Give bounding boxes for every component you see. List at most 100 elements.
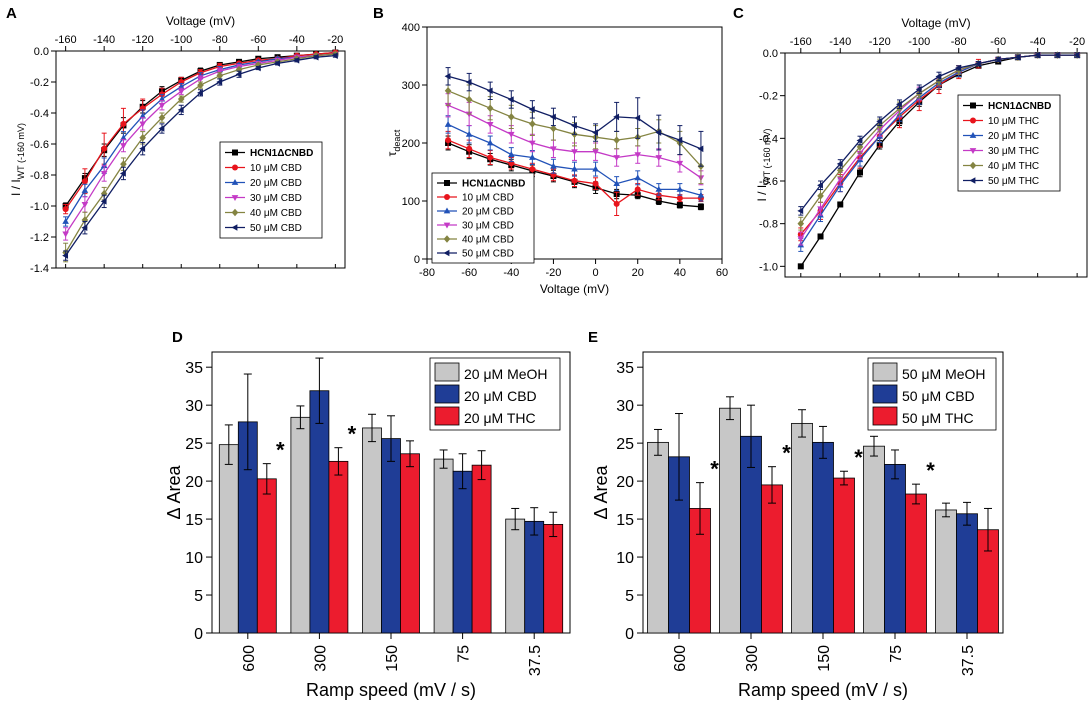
x-tick-label: -40 [503, 267, 519, 279]
data-point [100, 198, 107, 205]
data-point [797, 219, 805, 228]
data-point [486, 87, 493, 95]
x-tick-label: 37.5 [527, 645, 544, 676]
data-point [119, 170, 126, 177]
y-tick-label: 100 [402, 196, 420, 208]
y-tick-label: 30 [616, 398, 634, 415]
data-point [62, 218, 69, 224]
data-point [1053, 51, 1060, 59]
data-point [100, 171, 108, 177]
data-point [1034, 51, 1041, 59]
data-point [529, 154, 536, 160]
bar [362, 427, 382, 634]
x-axis-title: Ramp speed (mV / s) [306, 680, 476, 700]
data-point [1014, 53, 1021, 61]
y-tick-label: 25 [185, 436, 203, 453]
data-point [974, 60, 981, 67]
legend-marker [444, 180, 450, 186]
legend-label: 20 μM CBD [464, 388, 537, 404]
data-point [935, 73, 942, 80]
legend-label: 50 μM CBD [462, 249, 514, 260]
legend-label: 50 μM CBD [250, 223, 302, 234]
x-axis-title: Ramp speed (mV / s) [738, 680, 908, 700]
y-tick-label: -1.0 [759, 261, 778, 273]
y-tick-label: 5 [625, 588, 634, 605]
legend-label: 20 μM THC [988, 131, 1039, 142]
legend-marker [443, 207, 451, 214]
legend-marker [232, 164, 238, 171]
data-point [465, 78, 472, 86]
x-tick-label: 75 [456, 645, 473, 663]
data-point [139, 134, 146, 142]
data-point [177, 95, 185, 103]
data-point [994, 56, 1001, 63]
data-point [676, 136, 683, 144]
panel-letter-b: B [373, 5, 384, 22]
significance-star: * [348, 422, 357, 447]
x-tick-label: -20 [327, 34, 343, 46]
data-point [100, 162, 108, 169]
bar [309, 390, 330, 634]
data-point [550, 124, 557, 133]
bar [524, 520, 545, 634]
bar [452, 470, 473, 634]
data-point [507, 113, 515, 121]
data-point [139, 145, 146, 152]
bar [956, 513, 978, 634]
data-point [101, 145, 108, 152]
data-point [254, 64, 261, 72]
y-tick-label: 20 [616, 474, 634, 491]
data-point [486, 104, 494, 112]
panel-a: -160 -140 -120 -100 -80 -60 -40 -20 0.0 -0.2 -0.4 -… [9, 14, 346, 275]
data-point [571, 149, 578, 156]
legend-label: 40 μM CBD [250, 208, 302, 219]
data-point [655, 155, 663, 161]
x-tick-label: 150 [384, 645, 401, 672]
data-point [197, 89, 203, 97]
bar [791, 422, 813, 634]
data-point [216, 72, 224, 80]
data-point [836, 160, 843, 168]
data-point [465, 95, 473, 104]
bar [433, 458, 454, 634]
y-tick-label: 25 [616, 436, 634, 453]
x-tick-label: -100 [908, 36, 930, 48]
data-point [817, 206, 824, 213]
legend-marker [969, 177, 976, 184]
y-axis-title: τdeact [385, 129, 402, 156]
data-point [634, 114, 641, 122]
data-point [676, 195, 683, 202]
data-point [139, 121, 146, 128]
x-tick-label: -60 [250, 34, 266, 46]
legend-marker [443, 222, 451, 229]
legend-box [219, 141, 323, 239]
y-tick-label: 15 [616, 512, 634, 529]
data-point [216, 68, 224, 75]
data-point [177, 106, 184, 114]
legend-label: 10 μM CBD [250, 163, 302, 174]
y-tick-label: 200 [402, 138, 420, 150]
bar [935, 509, 957, 634]
data-point [876, 117, 883, 125]
data-point [836, 176, 844, 183]
legend-swatch [872, 362, 898, 382]
data-point [676, 160, 684, 167]
legend-marker [231, 208, 239, 217]
x-tick-label: 300 [312, 645, 329, 672]
bar [884, 463, 906, 634]
data-point [797, 236, 805, 243]
legend-swatch [872, 384, 898, 404]
data-point [197, 81, 204, 89]
x-tick-label: -60 [990, 36, 1006, 48]
x-tick-label: 150 [816, 645, 833, 672]
x-tick-label: 40 [674, 267, 686, 279]
x-axis-title: Voltage (mV) [540, 282, 609, 296]
legend-label: 20 μM MeOH [464, 366, 548, 382]
legend-marker [969, 132, 977, 138]
x-tick-label: -80 [951, 36, 967, 48]
data-point [549, 113, 556, 121]
data-point [915, 85, 922, 93]
x-tick-label: 0 [593, 267, 599, 279]
legend-label: 30 μM CBD [250, 193, 302, 204]
legend-label: 10 μM CBD [462, 193, 514, 204]
